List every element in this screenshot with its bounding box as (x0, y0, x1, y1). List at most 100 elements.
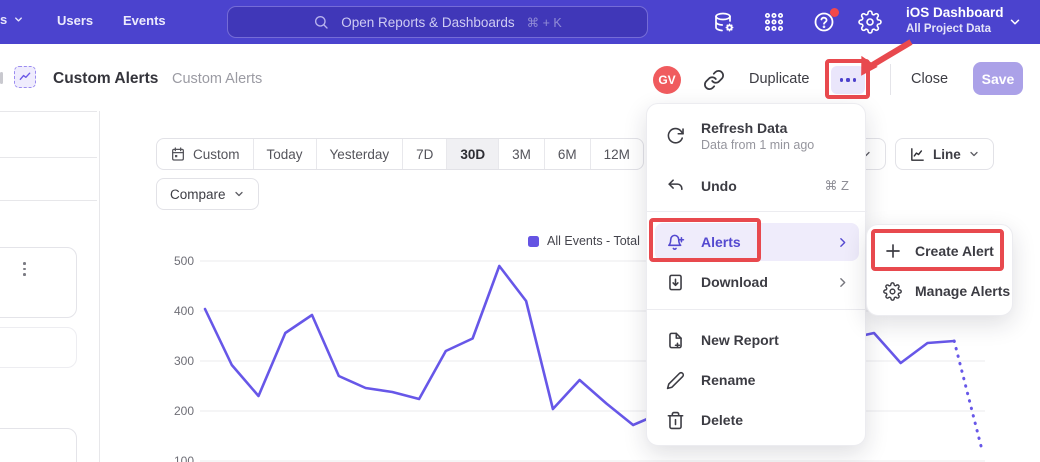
header-divider (890, 64, 891, 95)
help-button[interactable] (812, 10, 838, 36)
ellipsis-icon (840, 78, 843, 81)
legend-label: All Events - Total (547, 234, 640, 248)
menu-item-new-report[interactable]: New Report (655, 321, 859, 359)
database-gear-icon (712, 10, 736, 34)
nav-item-events[interactable]: Events (123, 13, 166, 28)
date-range-3m[interactable]: 3M (498, 139, 544, 169)
alerts-submenu: Create Alert Manage Alerts (866, 224, 1013, 316)
submenu-item-label: Create Alert (915, 243, 994, 259)
date-range-12m[interactable]: 12M (590, 139, 643, 169)
menu-item-sublabel: Data from 1 min ago (701, 138, 814, 152)
menu-divider (647, 211, 867, 212)
gear-icon (883, 282, 902, 301)
report-header: Custom Alerts Custom Alerts GV Duplicate… (0, 44, 1040, 110)
project-subtitle: All Project Data (906, 22, 1004, 36)
data-management-button[interactable] (712, 10, 738, 36)
settings-button[interactable] (858, 10, 884, 36)
app-window: s Users Events Open Reports & Dashboards… (0, 0, 1040, 462)
date-range-selector: Custom Today Yesterday 7D 30D 3M 6M 12M (156, 138, 644, 170)
menu-item-delete[interactable]: Delete (655, 401, 859, 439)
more-options-button[interactable] (831, 66, 865, 94)
nav-item-users[interactable]: Users (57, 13, 93, 28)
menu-item-alerts[interactable]: Alerts (655, 223, 859, 261)
y-axis-tick-label: 200 (158, 404, 194, 418)
legend-item[interactable]: All Events - Total (528, 234, 640, 248)
save-button[interactable]: Save (973, 62, 1023, 95)
menu-item-label: Undo (701, 178, 737, 194)
chevron-down-icon (968, 148, 980, 160)
date-range-yesterday[interactable]: Yesterday (316, 139, 403, 169)
query-builder-card[interactable] (0, 428, 77, 462)
new-report-icon (665, 330, 685, 350)
global-search-button[interactable]: Open Reports & Dashboards ⌘ + K (227, 6, 648, 38)
search-shortcut: ⌘ + K (527, 15, 562, 30)
menu-item-label: Refresh Data (701, 120, 814, 136)
search-placeholder: Open Reports & Dashboards (341, 15, 514, 30)
submenu-item-manage-alerts[interactable]: Manage Alerts (873, 273, 1008, 309)
legend-swatch (528, 236, 539, 247)
sidebar-divider (0, 157, 97, 158)
compare-label: Compare (170, 187, 226, 202)
calendar-icon (170, 146, 186, 162)
chevron-down-icon (233, 188, 245, 200)
sidebar-main-divider (99, 111, 100, 462)
date-range-label: Custom (193, 147, 240, 162)
query-builder-card[interactable] (0, 247, 77, 318)
chevron-right-icon (836, 236, 849, 249)
refresh-icon (665, 126, 685, 146)
plus-icon (883, 242, 902, 261)
date-range-30d-active[interactable]: 30D (446, 139, 498, 169)
date-range-custom[interactable]: Custom (157, 139, 253, 169)
date-range-7d[interactable]: 7D (402, 139, 446, 169)
chevron-down-icon (13, 14, 24, 25)
truncated-nav-item[interactable]: s (0, 12, 24, 27)
query-builder-card[interactable] (0, 327, 77, 368)
series-line-dotted (954, 341, 981, 446)
project-chevron-down-icon[interactable] (1008, 15, 1022, 29)
trash-icon (665, 410, 685, 430)
menu-item-shortcut: ⌘ Z (824, 178, 849, 194)
grid-dots-icon (762, 10, 786, 34)
kebab-menu-icon[interactable] (23, 262, 26, 276)
menu-item-undo[interactable]: Undo ⌘ Z (655, 167, 859, 205)
menu-item-refresh-data[interactable]: Refresh Data Data from 1 min ago (655, 113, 859, 159)
project-switcher[interactable]: iOS Dashboard All Project Data (906, 4, 1004, 36)
menu-item-download[interactable]: Download (655, 263, 859, 301)
sidebar-divider (0, 200, 97, 201)
y-axis-tick-label: 500 (158, 254, 194, 268)
notification-dot (830, 8, 839, 17)
compare-button[interactable]: Compare (156, 178, 259, 210)
page-title: Custom Alerts (53, 70, 158, 88)
breadcrumb: Custom Alerts (172, 71, 262, 87)
more-options-menu: Refresh Data Data from 1 min ago Undo ⌘ … (646, 103, 866, 446)
duplicate-button[interactable]: Duplicate (749, 71, 809, 87)
date-range-today[interactable]: Today (253, 139, 316, 169)
menu-item-label: New Report (701, 332, 779, 348)
menu-item-label: Download (701, 274, 768, 290)
menu-item-rename[interactable]: Rename (655, 361, 859, 399)
menu-divider (647, 309, 867, 310)
search-icon (313, 14, 329, 30)
top-nav-bar: s Users Events Open Reports & Dashboards… (0, 0, 1040, 44)
date-range-6m[interactable]: 6M (544, 139, 590, 169)
report-type-icon (14, 66, 36, 88)
menu-item-label: Delete (701, 412, 743, 428)
close-button[interactable]: Close (911, 71, 948, 87)
chevron-right-icon (836, 276, 849, 289)
line-chart-icon (18, 70, 32, 84)
chart-type-label: Line (933, 147, 961, 162)
avatar[interactable]: GV (653, 66, 681, 94)
undo-icon (665, 176, 685, 196)
pencil-icon (665, 370, 685, 390)
sidebar-divider (0, 111, 97, 112)
truncated-nav-label: s (0, 12, 7, 27)
gear-icon (858, 10, 882, 34)
link-icon (703, 69, 725, 91)
apps-grid-button[interactable] (762, 10, 788, 36)
bell-plus-icon (665, 232, 685, 252)
copy-link-button[interactable] (703, 69, 725, 91)
submenu-item-create-alert[interactable]: Create Alert (873, 233, 1008, 269)
chart-type-button[interactable]: Line (895, 138, 994, 170)
y-axis-tick-label: 300 (158, 354, 194, 368)
y-axis-tick-label: 100 (158, 454, 194, 462)
